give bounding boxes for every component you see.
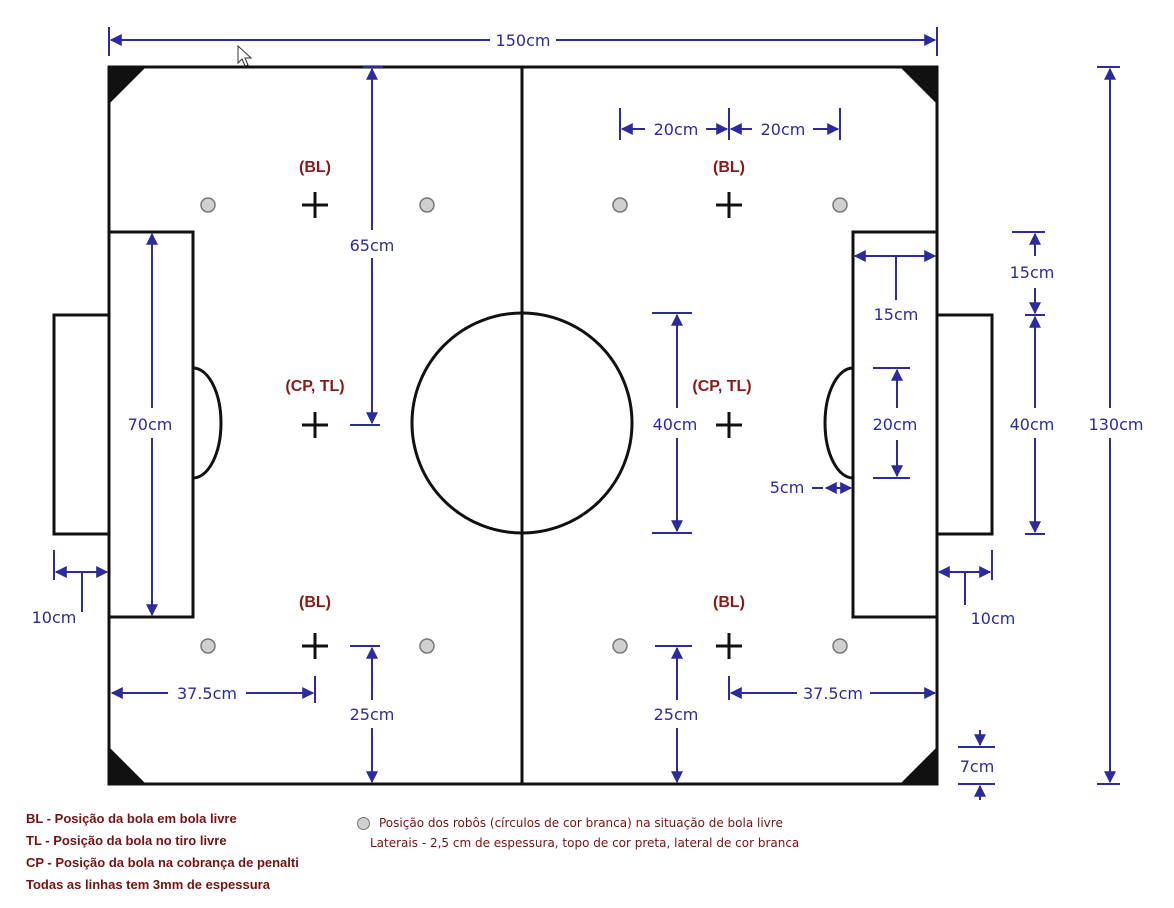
dim-robot-spacing-left: 20cm (654, 120, 699, 139)
robot-dot (200, 638, 216, 654)
dim-goal-width-left: 10cm (32, 608, 77, 627)
dim-goal-area-depth: 15cm (874, 305, 919, 324)
robot-dot (419, 638, 435, 654)
dim-goal-width-right: 10cm (971, 609, 1016, 628)
robot-dot (832, 197, 848, 213)
legend-robots-row: Posição dos robôs (círculos de cor branc… (357, 813, 799, 833)
dim-goal-opening: 40cm (1010, 415, 1055, 434)
dim-freekick-offset: 65cm (350, 236, 395, 255)
cross-top-right (716, 192, 742, 218)
left-goal (52, 313, 111, 536)
right-goal (935, 313, 994, 536)
robot-dot (612, 638, 628, 654)
corner-top-left (109, 67, 146, 104)
legend-tl: TL - Posição da bola no tiro livre (26, 833, 227, 848)
dim-height: 130cm (1089, 415, 1144, 434)
label-cp-tl-right: (CP, TL) (692, 378, 751, 395)
legend-notes: Posição dos robôs (círculos de cor branc… (357, 813, 799, 853)
legend-walls-row: Laterais - 2,5 cm de espessura, topo de … (357, 833, 799, 853)
cross-mid-left (302, 412, 328, 438)
dim-bl-offset-left: 25cm (350, 705, 395, 724)
dim-robot-spacing-right: 20cm (761, 120, 806, 139)
mouse-cursor-icon (237, 44, 253, 67)
label-bl-top-right: (BL) (713, 159, 745, 176)
corner-triangles (109, 67, 937, 784)
label-bl-bottom-left: (BL) (299, 594, 331, 611)
dim-corner-size: 7cm (960, 757, 995, 776)
dim-arc-depth: 5cm (770, 478, 805, 497)
right-penalty-arc (823, 366, 854, 480)
label-bl-top-left: (BL) (299, 159, 331, 176)
ball-positions (302, 192, 742, 659)
legend-robots: Posição dos robôs (círculos de cor branc… (379, 816, 783, 830)
cross-top-left (302, 192, 328, 218)
robot-dot (200, 197, 216, 213)
cross-mid-right (716, 412, 742, 438)
cross-bottom-left (302, 633, 328, 659)
legend-abbreviations: BL - Posição da bola em bola livre TL - … (26, 808, 299, 896)
dimension-lines (53, 27, 1120, 800)
dim-center-circle: 40cm (653, 415, 698, 434)
corner-bottom-right (900, 747, 937, 784)
corner-top-right (900, 67, 937, 104)
label-cp-tl-left: (CP, TL) (285, 378, 344, 395)
cross-bottom-right (716, 633, 742, 659)
legend-cp: CP - Posição da bola na cobrança de pena… (26, 855, 299, 870)
robot-positions (200, 197, 848, 654)
dim-goal-area-height: 70cm (128, 415, 173, 434)
dim-width: 150cm (496, 31, 551, 50)
robot-dot (419, 197, 435, 213)
field-diagram: (BL) (BL) (CP, TL) (CP, TL) (BL) (BL) (32, 27, 1144, 800)
legend-bl: BL - Posição da bola em bola livre (26, 811, 237, 826)
legend-walls: Laterais - 2,5 cm de espessura, topo de … (370, 836, 800, 850)
robot-dot (832, 638, 848, 654)
legend-lines: Todas as linhas tem 3mm de espessura (26, 877, 270, 892)
dim-bl-offset-right: 25cm (654, 705, 699, 724)
robot-dot (612, 197, 628, 213)
dim-arc-height: 20cm (873, 415, 918, 434)
field-lines (52, 65, 994, 786)
dim-goal-offset-top: 15cm (1010, 263, 1055, 282)
label-bl-bottom-right: (BL) (713, 594, 745, 611)
dim-bl-distance-left: 37.5cm (177, 684, 237, 703)
dim-bl-distance-right: 37.5cm (803, 684, 863, 703)
robot-dot-icon (357, 816, 370, 830)
center-circle (410, 311, 634, 535)
corner-bottom-left (109, 747, 146, 784)
left-penalty-arc (192, 366, 223, 480)
